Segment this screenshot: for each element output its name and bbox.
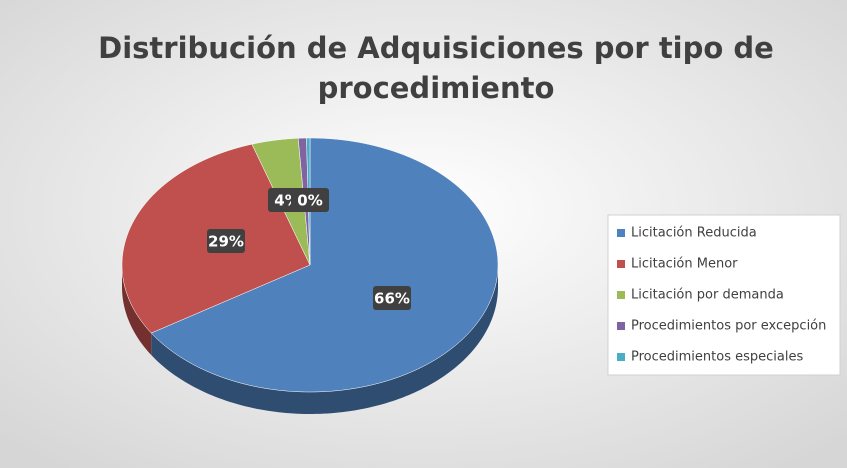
legend-swatch — [617, 353, 625, 361]
legend-swatch — [617, 260, 625, 268]
legend-label: Licitación por demanda — [631, 288, 784, 303]
data-label-box — [207, 229, 245, 253]
data-label-box — [291, 188, 329, 212]
legend-label: Procedimientos especiales — [631, 350, 803, 365]
legend-label: Licitación Reducida — [631, 226, 757, 241]
slice-side — [122, 265, 152, 356]
legend-swatch — [617, 322, 625, 330]
legend-swatch — [617, 291, 625, 299]
data-label: 66% — [374, 290, 410, 308]
data-label: 29% — [208, 233, 244, 251]
slice-side — [151, 265, 498, 414]
chart-title: Distribución de Adquisiciones por tipo d… — [98, 31, 774, 65]
data-label: 0% — [297, 192, 322, 210]
data-label-box — [373, 286, 411, 310]
slice — [150, 137, 499, 393]
legend-label: Licitación Menor — [631, 257, 738, 272]
legend-label: Procedimientos por excepción — [631, 319, 826, 334]
chart-title-line: procedimiento — [318, 71, 555, 105]
legend-box — [607, 214, 841, 376]
legend-swatch — [617, 229, 625, 237]
